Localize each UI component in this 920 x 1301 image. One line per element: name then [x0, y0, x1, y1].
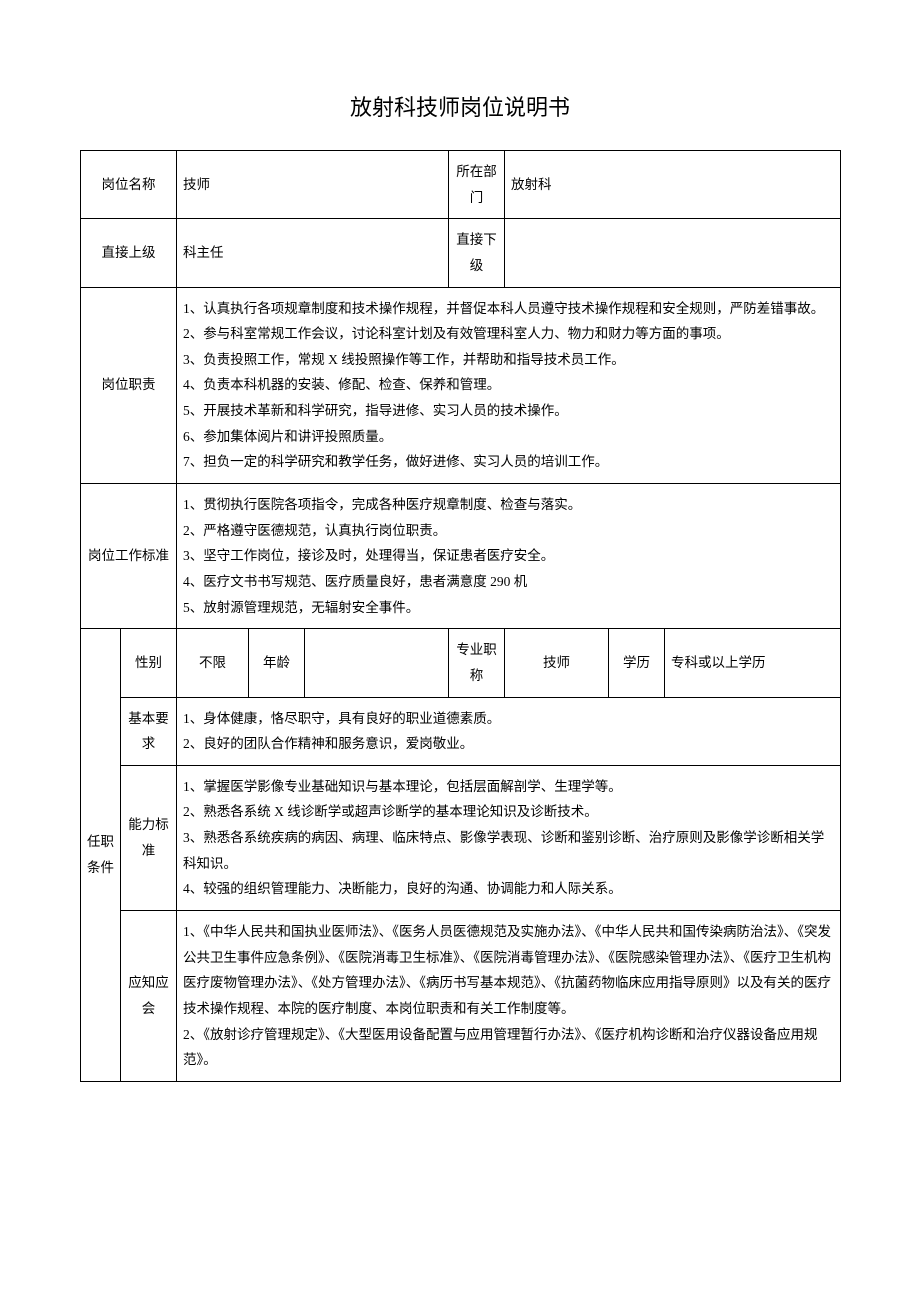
document-page: 放射科技师岗位说明书 岗位名称 技师 所在部门 放射科 直接上级 科主任 直接下…: [0, 0, 920, 1122]
label-gender: 性别: [121, 629, 177, 697]
page-title: 放射科技师岗位说明书: [80, 90, 840, 122]
label-position-name: 岗位名称: [81, 151, 177, 219]
value-department: 放射科: [505, 151, 841, 219]
value-must-know: 1、《中华人民共和国执业医师法》、《医务人员医德规范及实施办法》、《中华人民共和…: [177, 911, 841, 1082]
label-standards: 岗位工作标准: [81, 484, 177, 629]
label-age: 年龄: [249, 629, 305, 697]
value-education: 专科或以上学历: [665, 629, 841, 697]
label-prof-title: 专业职称: [449, 629, 505, 697]
value-age: [305, 629, 449, 697]
label-ability: 能力标准: [121, 765, 177, 910]
row-position: 岗位名称 技师 所在部门 放射科: [81, 151, 841, 219]
label-duties: 岗位职责: [81, 287, 177, 483]
value-gender: 不限: [177, 629, 249, 697]
value-prof-title: 技师: [505, 629, 609, 697]
row-must-know: 应知应会 1、《中华人民共和国执业医师法》、《医务人员医德规范及实施办法》、《中…: [81, 911, 841, 1082]
row-ability: 能力标准 1、掌握医学影像专业基础知识与基本理论，包括层面解剖学、生理学等。2、…: [81, 765, 841, 910]
value-supervisor: 科主任: [177, 219, 449, 287]
row-duties: 岗位职责 1、认真执行各项规章制度和技术操作规程，并督促本科人员遵守技术操作规程…: [81, 287, 841, 483]
value-ability: 1、掌握医学影像专业基础知识与基本理论，包括层面解剖学、生理学等。2、熟悉各系统…: [177, 765, 841, 910]
row-basic-req: 基本要求 1、身体健康，恪尽职守，具有良好的职业道德素质。2、良好的团队合作精神…: [81, 697, 841, 765]
value-position-name: 技师: [177, 151, 449, 219]
label-supervisor: 直接上级: [81, 219, 177, 287]
label-education: 学历: [609, 629, 665, 697]
row-supervisor: 直接上级 科主任 直接下级: [81, 219, 841, 287]
value-duties: 1、认真执行各项规章制度和技术操作规程，并督促本科人员遵守技术操作规程和安全规则…: [177, 287, 841, 483]
value-basic-req: 1、身体健康，恪尽职守，具有良好的职业道德素质。2、良好的团队合作精神和服务意识…: [177, 697, 841, 765]
label-must-know: 应知应会: [121, 911, 177, 1082]
label-basic-req: 基本要求: [121, 697, 177, 765]
label-subordinate: 直接下级: [449, 219, 505, 287]
row-demographics: 任职条件 性别 不限 年龄 专业职称 技师 学历 专科或以上学历: [81, 629, 841, 697]
label-qualifications: 任职条件: [81, 629, 121, 1082]
value-standards: 1、贯彻执行医院各项指令，完成各种医疗规章制度、检查与落实。2、严格遵守医德规范…: [177, 484, 841, 629]
label-department: 所在部门: [449, 151, 505, 219]
value-subordinate: [505, 219, 841, 287]
job-spec-table: 岗位名称 技师 所在部门 放射科 直接上级 科主任 直接下级 岗位职责 1、认真…: [80, 150, 841, 1082]
row-standards: 岗位工作标准 1、贯彻执行医院各项指令，完成各种医疗规章制度、检查与落实。2、严…: [81, 484, 841, 629]
